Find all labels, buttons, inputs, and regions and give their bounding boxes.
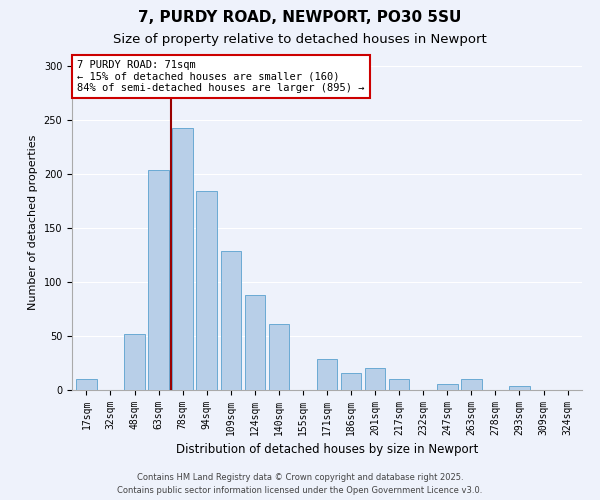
Bar xyxy=(461,379,482,390)
Bar xyxy=(437,384,458,390)
Bar xyxy=(196,191,217,390)
Bar xyxy=(341,372,361,390)
Bar xyxy=(172,128,193,390)
Bar xyxy=(245,295,265,390)
Bar xyxy=(509,386,530,390)
Text: 7 PURDY ROAD: 71sqm
← 15% of detached houses are smaller (160)
84% of semi-detac: 7 PURDY ROAD: 71sqm ← 15% of detached ho… xyxy=(77,60,365,93)
Text: Size of property relative to detached houses in Newport: Size of property relative to detached ho… xyxy=(113,32,487,46)
Bar xyxy=(365,368,385,390)
Text: 7, PURDY ROAD, NEWPORT, PO30 5SU: 7, PURDY ROAD, NEWPORT, PO30 5SU xyxy=(139,10,461,25)
Bar xyxy=(317,358,337,390)
Bar xyxy=(269,324,289,390)
Bar xyxy=(148,170,169,390)
Y-axis label: Number of detached properties: Number of detached properties xyxy=(28,135,38,310)
Bar xyxy=(221,250,241,390)
Bar xyxy=(389,379,409,390)
Bar xyxy=(124,334,145,390)
Bar xyxy=(76,379,97,390)
X-axis label: Distribution of detached houses by size in Newport: Distribution of detached houses by size … xyxy=(176,444,478,456)
Text: Contains HM Land Registry data © Crown copyright and database right 2025.
Contai: Contains HM Land Registry data © Crown c… xyxy=(118,474,482,495)
